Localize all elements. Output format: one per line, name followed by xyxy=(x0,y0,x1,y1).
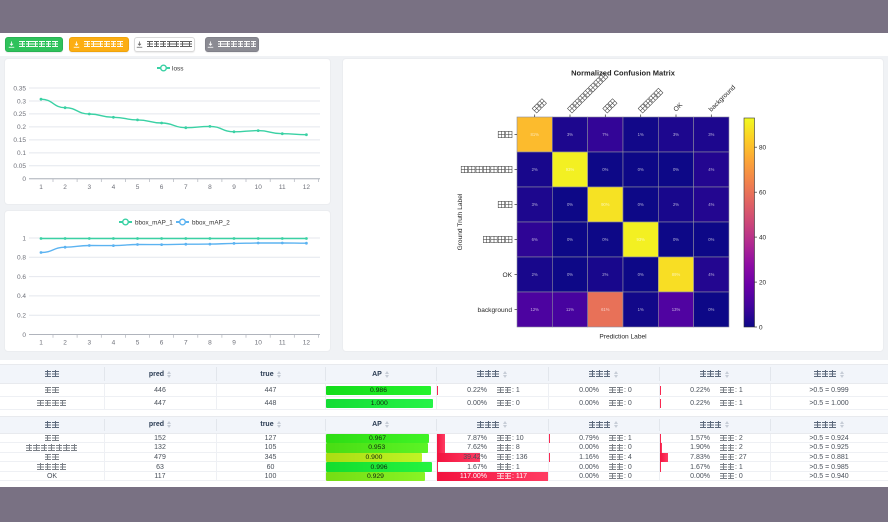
svg-text:0%: 0% xyxy=(638,272,644,277)
svg-text:0.3: 0.3 xyxy=(17,98,26,105)
svg-text:4%: 4% xyxy=(708,202,714,207)
svg-text:11: 11 xyxy=(279,340,286,347)
svg-text:60: 60 xyxy=(759,190,767,197)
svg-text:1: 1 xyxy=(39,184,43,191)
svg-text:1%: 1% xyxy=(638,132,644,137)
svg-text:0.15: 0.15 xyxy=(13,137,26,144)
svg-text:7%: 7% xyxy=(602,132,608,137)
svg-text:0%: 0% xyxy=(708,307,714,312)
svg-text:0: 0 xyxy=(22,332,26,339)
svg-text:1: 1 xyxy=(39,340,43,347)
svg-text:0%: 0% xyxy=(602,237,608,242)
svg-text:12%: 12% xyxy=(531,307,540,312)
svg-text:90%: 90% xyxy=(601,202,610,207)
svg-text:2: 2 xyxy=(63,184,67,191)
svg-text:Prediction Label: Prediction Label xyxy=(599,334,647,341)
svg-text:6: 6 xyxy=(160,340,164,347)
svg-text:9: 9 xyxy=(232,340,236,347)
svg-text:0%: 0% xyxy=(708,237,714,242)
svg-text:1: 1 xyxy=(22,235,26,242)
svg-text:8: 8 xyxy=(208,340,212,347)
svg-text:OK: OK xyxy=(502,272,512,279)
svg-text:5: 5 xyxy=(136,340,140,347)
svg-text:bbox_mAP_2: bbox_mAP_2 xyxy=(192,219,230,226)
svg-text:0%: 0% xyxy=(602,167,608,172)
svg-text:0.4: 0.4 xyxy=(17,293,26,300)
svg-text:OK: OK xyxy=(672,101,684,113)
svg-text:0%: 0% xyxy=(567,237,573,242)
svg-text:6: 6 xyxy=(160,184,164,191)
svg-text:Normalized Confusion Matrix: Normalized Confusion Matrix xyxy=(571,69,676,78)
svg-text:1%: 1% xyxy=(638,307,644,312)
svg-text:12: 12 xyxy=(303,184,311,191)
svg-text:3%: 3% xyxy=(708,132,714,137)
svg-text:93%: 93% xyxy=(637,237,646,242)
svg-text:0%: 0% xyxy=(567,202,573,207)
svg-text:80: 80 xyxy=(759,145,767,152)
svg-text:3: 3 xyxy=(87,340,91,347)
svg-text:bbox_mAP_1: bbox_mAP_1 xyxy=(135,219,173,226)
svg-text:11: 11 xyxy=(279,184,286,191)
svg-text:0: 0 xyxy=(22,176,26,183)
svg-text:93%: 93% xyxy=(566,167,575,172)
svg-text:4%: 4% xyxy=(708,167,714,172)
svg-text:4%: 4% xyxy=(708,272,714,277)
svg-text:12: 12 xyxy=(303,340,311,347)
svg-text:20: 20 xyxy=(759,279,767,286)
svg-text:3: 3 xyxy=(87,184,91,191)
svg-text:0%: 0% xyxy=(638,202,644,207)
svg-text:2%: 2% xyxy=(532,272,538,277)
svg-text:0: 0 xyxy=(759,324,763,331)
svg-text:2%: 2% xyxy=(602,272,608,277)
svg-text:61%: 61% xyxy=(601,307,610,312)
svg-text:89%: 89% xyxy=(672,272,681,277)
svg-text:0.6: 0.6 xyxy=(17,274,26,281)
svg-text:0.05: 0.05 xyxy=(13,163,26,170)
svg-text:loss: loss xyxy=(172,65,184,72)
svg-text:13%: 13% xyxy=(672,307,681,312)
svg-text:0%: 0% xyxy=(567,272,573,277)
svg-text:2%: 2% xyxy=(673,202,679,207)
svg-text:81%: 81% xyxy=(531,132,540,137)
svg-text:9: 9 xyxy=(232,184,236,191)
svg-text:4: 4 xyxy=(112,340,116,347)
svg-text:10: 10 xyxy=(255,340,263,347)
svg-text:5: 5 xyxy=(136,184,140,191)
svg-text:0.2: 0.2 xyxy=(17,124,26,131)
svg-text:2: 2 xyxy=(63,340,67,347)
svg-text:0%: 0% xyxy=(673,167,679,172)
svg-text:0.25: 0.25 xyxy=(13,111,26,118)
svg-text:7: 7 xyxy=(184,340,188,347)
svg-text:0.35: 0.35 xyxy=(13,85,26,92)
svg-text:7: 7 xyxy=(184,184,188,191)
svg-text:4: 4 xyxy=(112,184,116,191)
svg-text:background: background xyxy=(708,84,738,114)
svg-text:3%: 3% xyxy=(567,132,573,137)
svg-text:2%: 2% xyxy=(532,167,538,172)
svg-text:0.8: 0.8 xyxy=(17,255,26,262)
svg-text:0%: 0% xyxy=(673,237,679,242)
svg-text:40: 40 xyxy=(759,234,767,241)
svg-text:3%: 3% xyxy=(673,132,679,137)
svg-text:8: 8 xyxy=(208,184,212,191)
svg-text:0%: 0% xyxy=(638,167,644,172)
svg-text:11%: 11% xyxy=(566,307,574,312)
svg-text:Ground Truth Label: Ground Truth Label xyxy=(457,193,464,250)
svg-text:0.2: 0.2 xyxy=(17,313,26,320)
svg-text:10: 10 xyxy=(255,184,263,191)
svg-text:0.1: 0.1 xyxy=(17,150,26,157)
svg-text:6%: 6% xyxy=(532,237,538,242)
svg-text:background: background xyxy=(478,307,513,314)
svg-text:3%: 3% xyxy=(532,202,538,207)
